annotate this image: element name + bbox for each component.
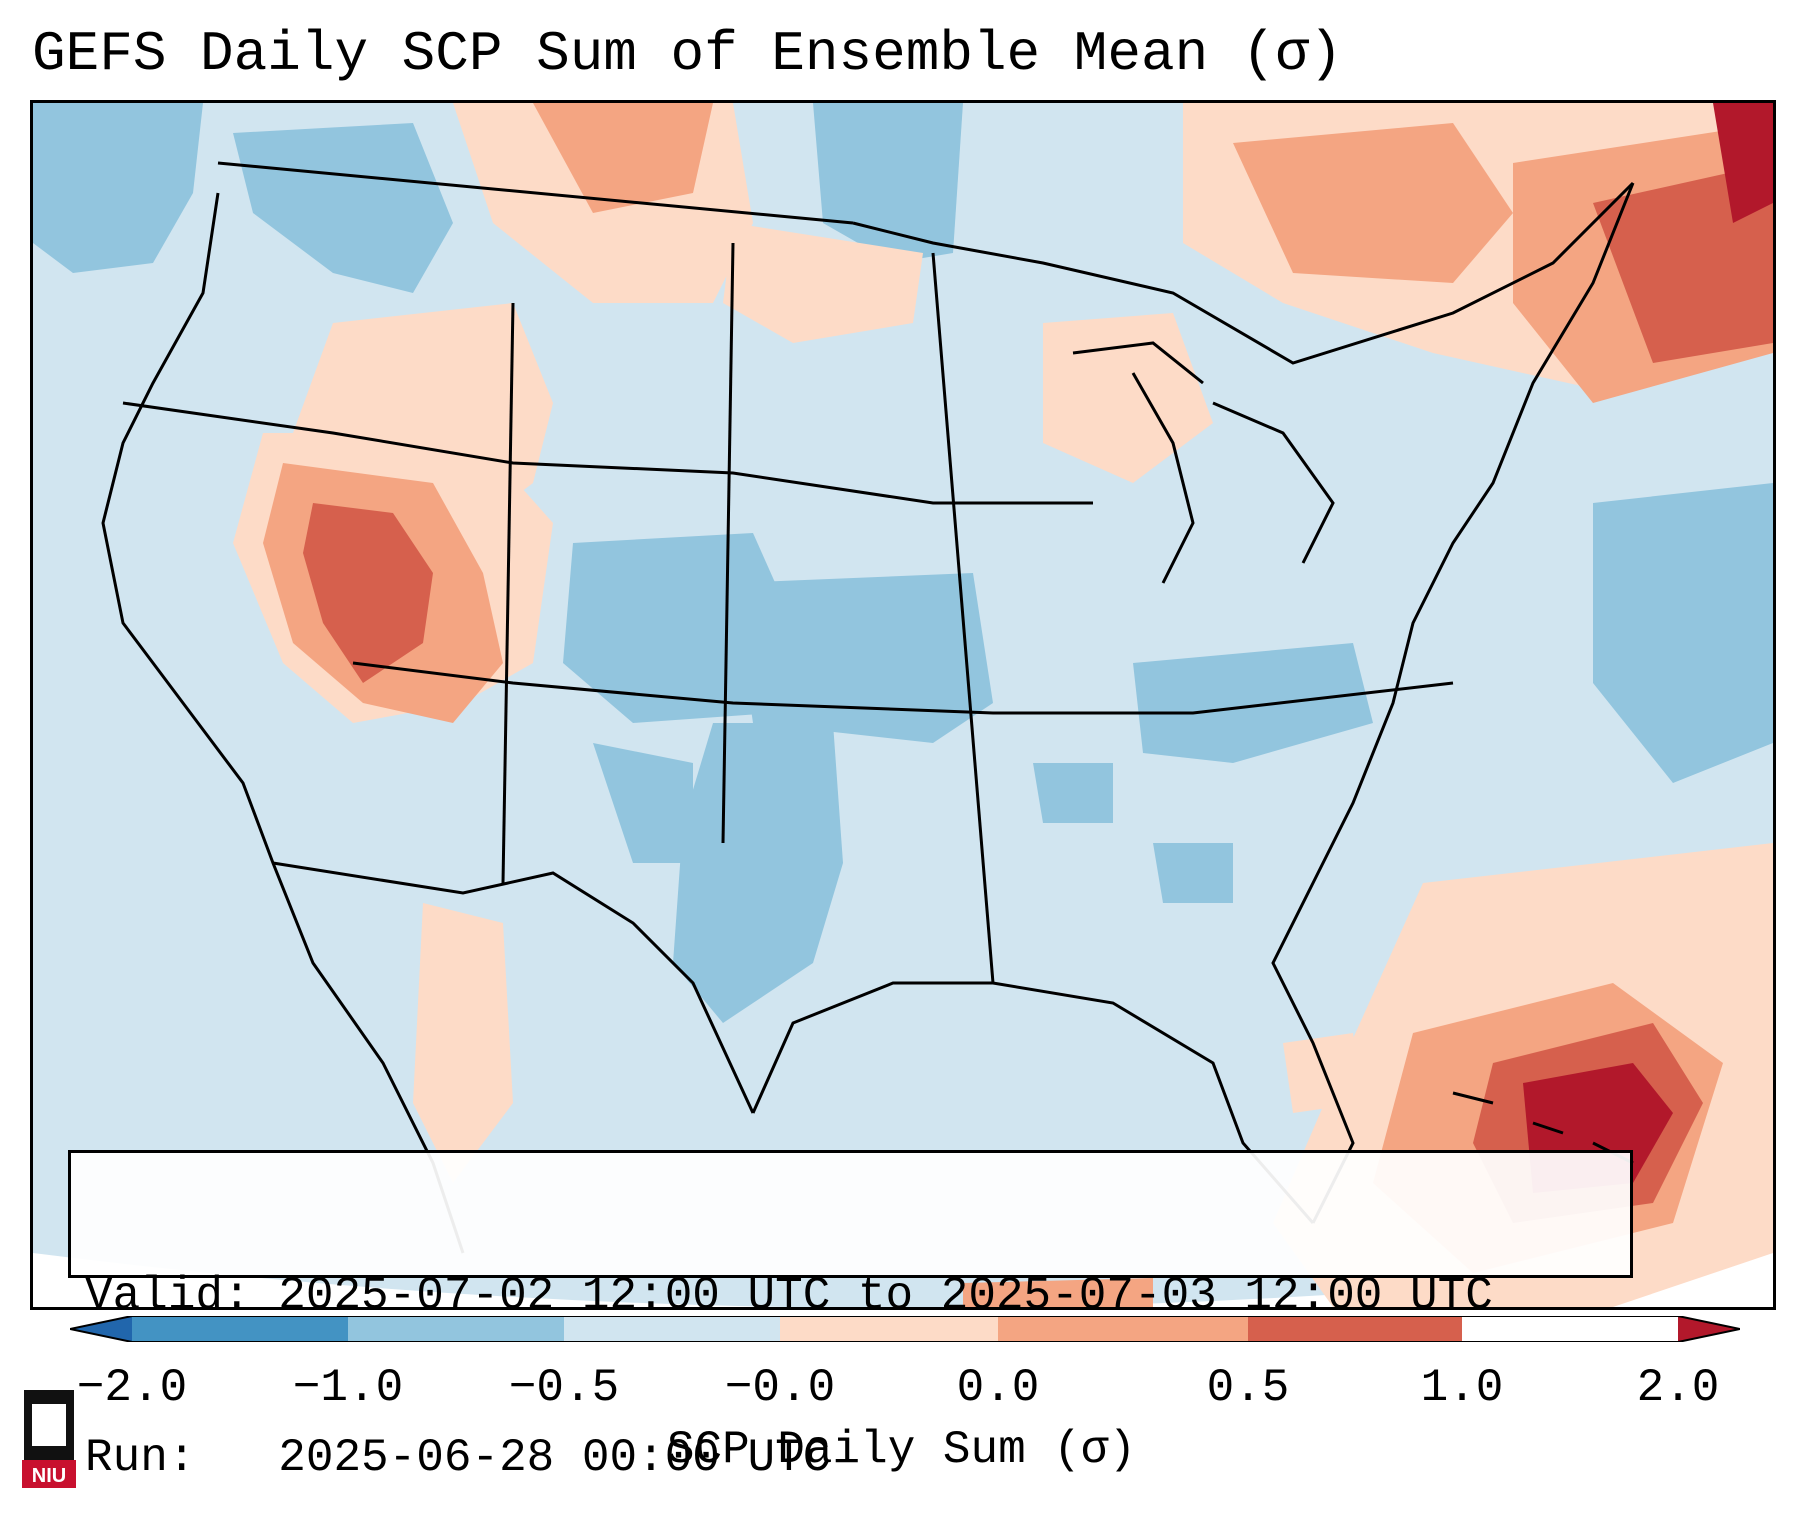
state-line-36n — [352, 661, 1454, 715]
lake-superior — [1072, 341, 1204, 385]
lake-huron — [1212, 401, 1335, 564]
canada-border-west — [217, 161, 854, 225]
patch-utah-dark-red — [303, 503, 433, 683]
colorbar-segment — [348, 1316, 564, 1342]
valid-run-info-box: Valid: 2025-07-02 12:00 UTC to 2025-07-0… — [68, 1150, 1633, 1484]
logo-red-band — [22, 1460, 76, 1488]
patch-maine-dark-red — [1593, 163, 1773, 363]
colorbar-segment — [780, 1316, 998, 1342]
niu-logo: NIU — [22, 1390, 76, 1488]
map-panel — [30, 100, 1776, 1310]
patch-arkansas-blue — [1033, 763, 1113, 823]
scp-map — [33, 103, 1773, 1307]
patch-mexico-light-red — [413, 903, 513, 1183]
colorbar-tick-label: 2.0 — [1636, 1362, 1720, 1414]
state-line-missouri-river — [931, 252, 995, 984]
colorbar-title: SCP Daily Sum (σ) — [666, 1424, 1137, 1476]
logo-text: NIU — [32, 1465, 66, 1487]
patch-alabama-blue — [1153, 843, 1233, 903]
patch-montana-red — [533, 103, 713, 213]
colorbar-tick-label: −1.0 — [292, 1362, 404, 1414]
colorbar-tick-label: −0.0 — [724, 1362, 836, 1414]
colorbar-segment — [1248, 1316, 1462, 1342]
colorbar — [70, 1316, 1740, 1342]
patch-nova-scotia-max — [1713, 103, 1773, 223]
patch-atlantic-blue — [1593, 483, 1773, 783]
patch-washington-blue — [233, 123, 453, 293]
coastlines-and-borders — [101, 161, 1635, 1254]
pacific-coastline — [101, 192, 465, 1254]
colorbar-segment — [1678, 1316, 1740, 1342]
colorbar-segment — [70, 1316, 132, 1342]
valid-time-text: Valid: 2025-07-02 12:00 UTC to 2025-07-0… — [85, 1270, 1493, 1322]
patch-colorado-blue — [563, 533, 793, 723]
canada-border-east — [852, 181, 1635, 365]
patch-dakotas-light-red — [723, 223, 923, 343]
atlantic-coastline — [1271, 182, 1635, 1224]
patch-quebec-red — [1233, 123, 1513, 283]
patch-new-mexico-blue — [593, 743, 693, 863]
colorbar-tick-label: 0.0 — [956, 1362, 1040, 1414]
run-time-text: Run: 2025-06-28 00:00 UTC — [85, 1432, 831, 1484]
logo-window — [32, 1404, 66, 1446]
patch-caribbean-red — [963, 1278, 1153, 1307]
state-line-wyoming-utah — [501, 302, 515, 884]
colorbar-tick-label: 1.0 — [1420, 1362, 1504, 1414]
colorbar-segment — [998, 1316, 1248, 1342]
colorbar-segment — [564, 1316, 780, 1342]
colorbar-tick-label: 0.5 — [1206, 1362, 1290, 1414]
patch-tennessee-blue — [1133, 643, 1373, 763]
state-line-42n — [122, 401, 1093, 505]
colorbar-segment — [132, 1316, 348, 1342]
colorbar-tick-label: −2.0 — [76, 1362, 188, 1414]
patch-texas-blue — [673, 723, 843, 1023]
mexico-border — [272, 861, 755, 1114]
gulf-coastline — [751, 981, 1315, 1224]
colorbar-tick-label: −0.5 — [508, 1362, 620, 1414]
patch-gulf-light-red — [1283, 1033, 1363, 1113]
patch-kansas-blue — [733, 573, 993, 743]
lake-michigan — [1131, 372, 1195, 584]
patch-pacific-nw-blue — [33, 103, 203, 273]
state-line-colorado-kansas — [721, 242, 735, 844]
chart-title: GEFS Daily SCP Sum of Ensemble Mean (σ) — [32, 22, 1343, 86]
